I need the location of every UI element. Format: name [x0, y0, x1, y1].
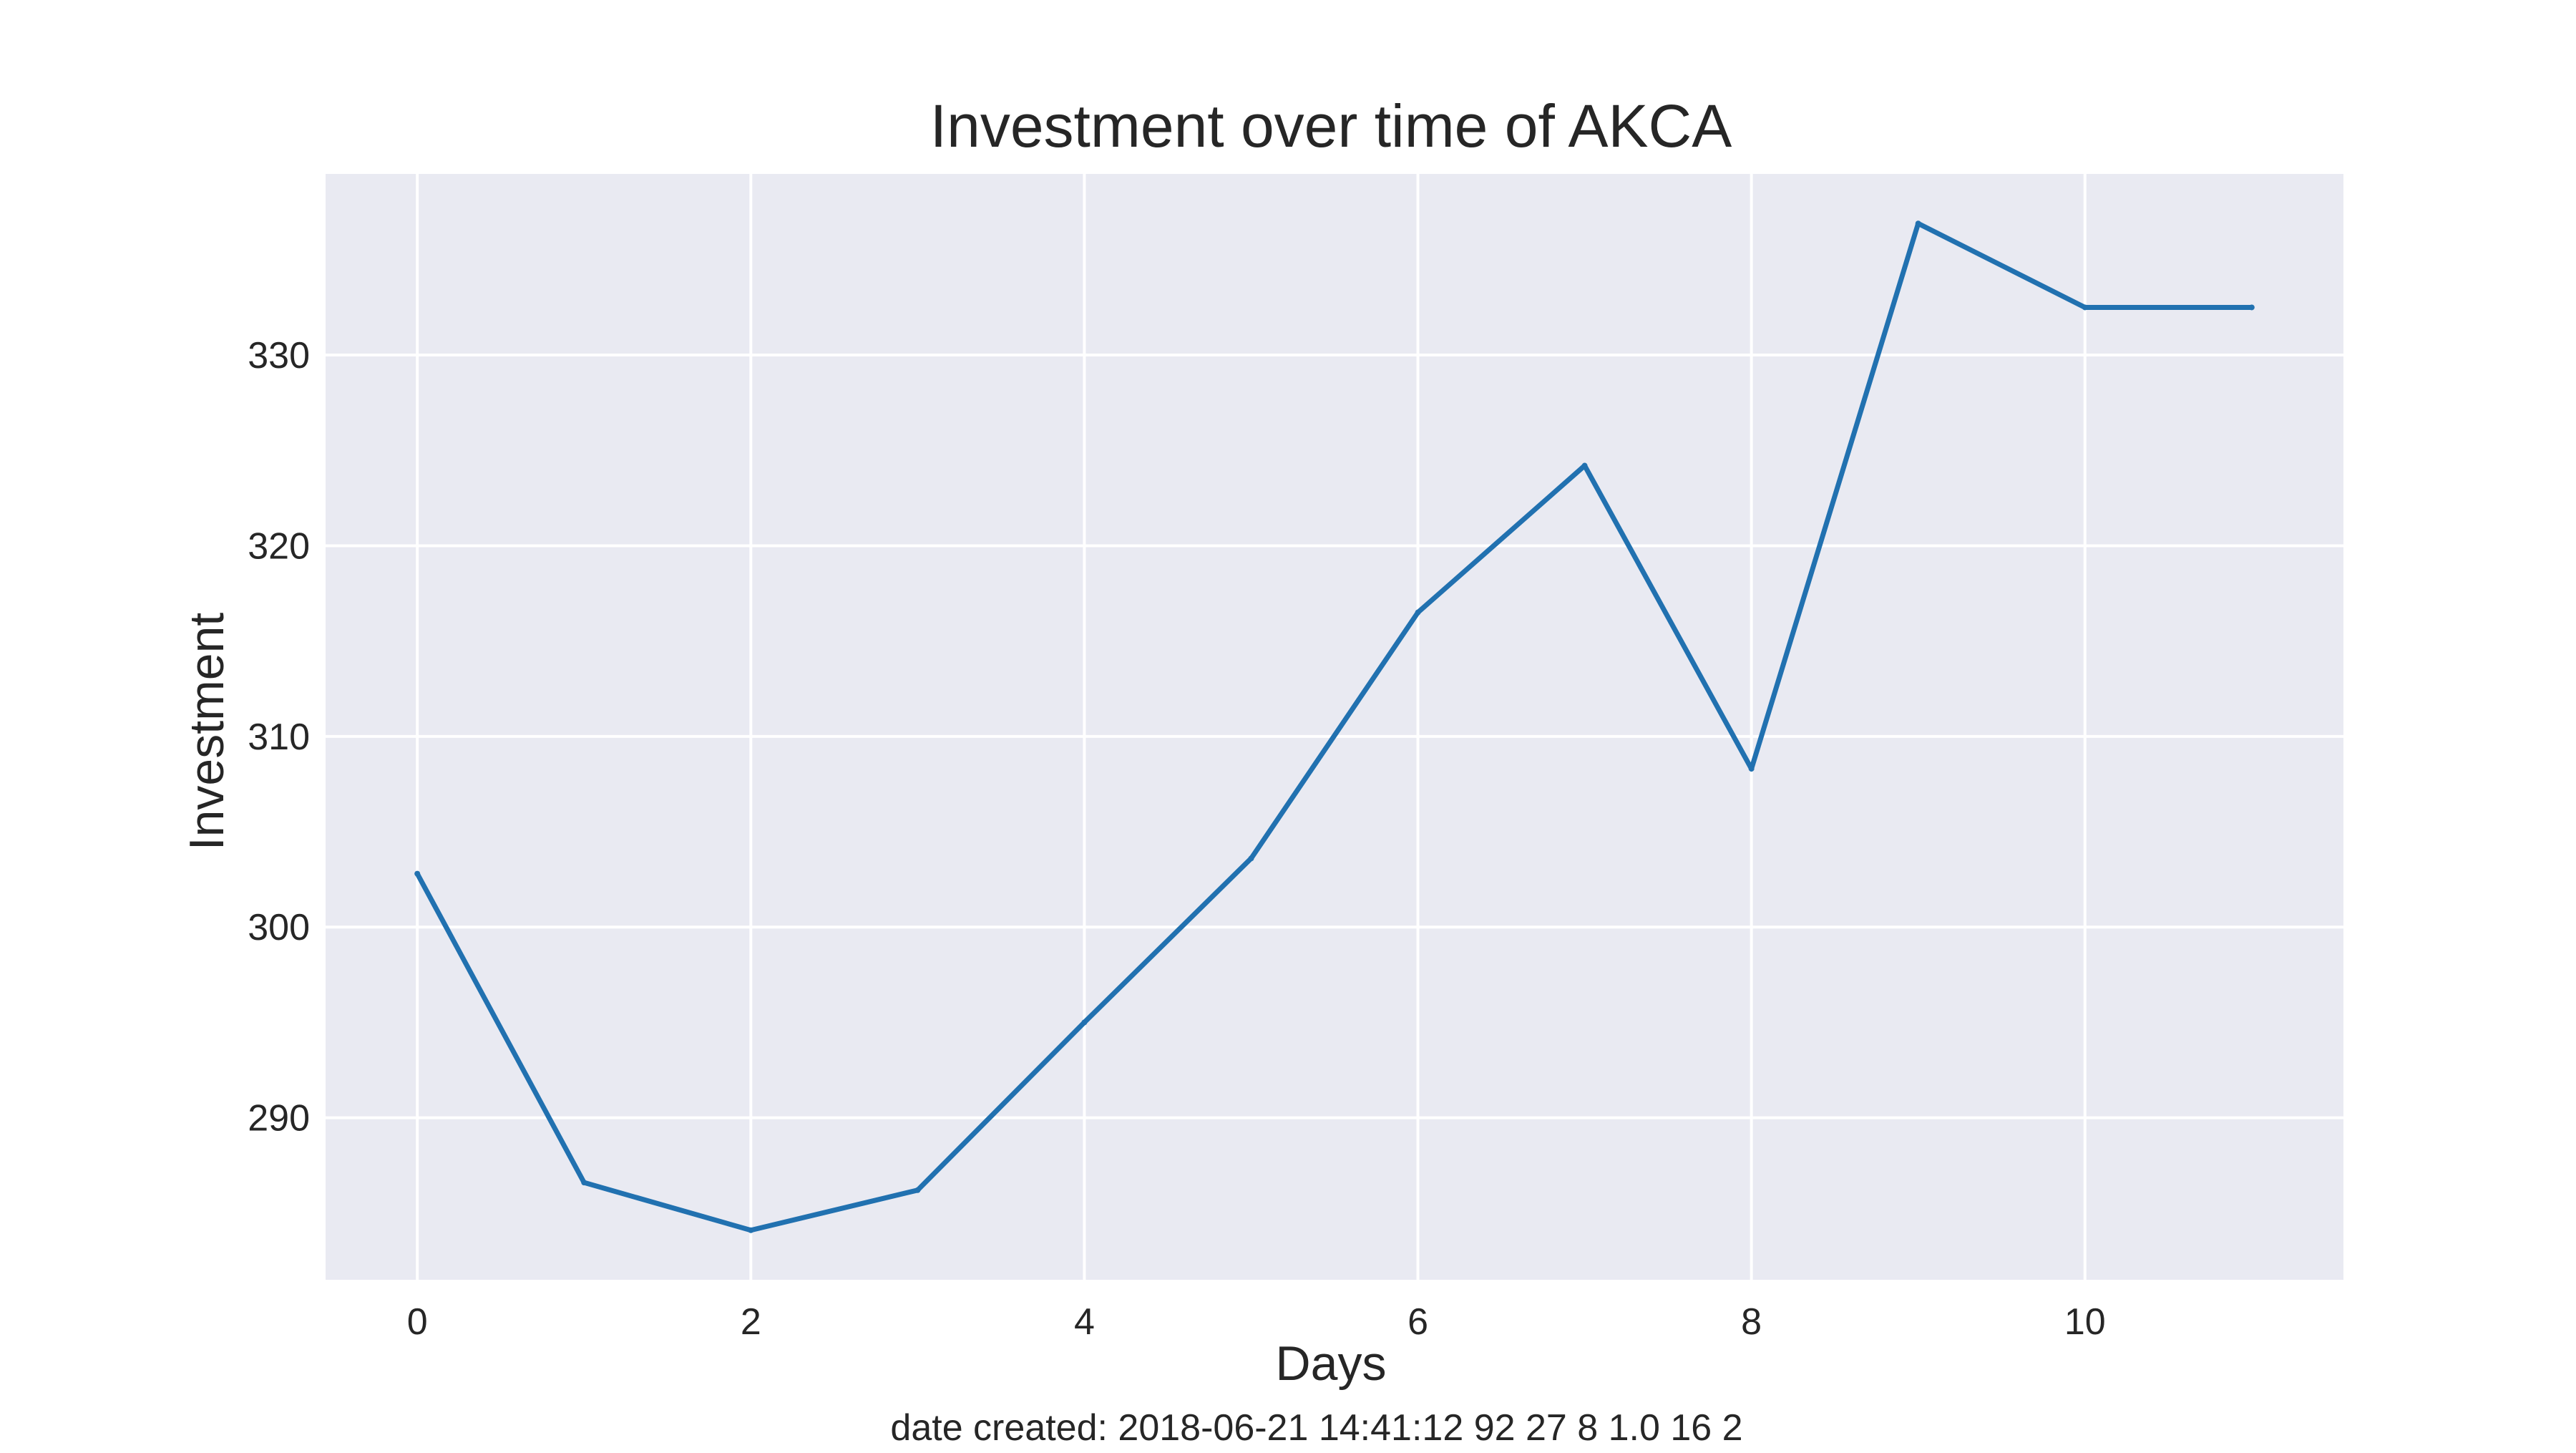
data-point: [748, 1227, 754, 1233]
y-tick-label: 310: [248, 716, 310, 758]
series-layer: [414, 220, 2255, 1233]
chart-title: Investment over time of AKCA: [930, 92, 1732, 160]
y-tick-label: 300: [248, 907, 310, 948]
data-point: [2248, 304, 2255, 311]
series-line: [414, 220, 2255, 1233]
data-point: [581, 1180, 587, 1186]
x-tick-label: 4: [1074, 1301, 1095, 1343]
plot-area: [326, 174, 2343, 1280]
data-point: [1415, 609, 1421, 616]
x-tick-label: 0: [407, 1301, 428, 1343]
y-tick-label: 320: [248, 525, 310, 567]
date-created-note: date created: 2018-06-21 14:41:12 92 27 …: [890, 1407, 1742, 1449]
x-tick-label: 6: [1407, 1301, 1428, 1343]
x-tick-label: 8: [1741, 1301, 1762, 1343]
data-point: [1248, 855, 1254, 862]
data-point: [414, 870, 421, 877]
data-point: [914, 1187, 921, 1193]
tick-labels: 0 2 4 6 8 10 290 300 310 320 330: [248, 335, 2105, 1343]
data-point: [1581, 462, 1588, 469]
data-point: [2082, 304, 2088, 311]
x-tick-label: 2: [741, 1301, 761, 1343]
x-axis-label: Days: [1276, 1336, 1387, 1391]
data-point: [1081, 1019, 1088, 1026]
y-axis-label: Investment: [180, 613, 234, 851]
y-tick-label: 330: [248, 335, 310, 376]
data-point: [1748, 766, 1755, 772]
x-tick-label: 10: [2064, 1301, 2106, 1343]
data-point: [1915, 220, 1921, 227]
y-tick-label: 290: [248, 1098, 310, 1139]
